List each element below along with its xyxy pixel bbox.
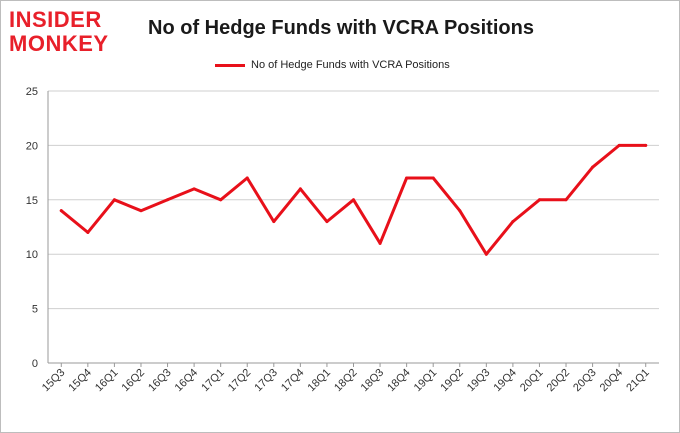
data-point <box>86 230 90 234</box>
y-tick-label: 10 <box>26 249 38 261</box>
x-tick-label: 17Q1 <box>199 367 227 395</box>
logo-bottom-text: MONKEY <box>9 31 109 56</box>
data-point <box>139 209 143 213</box>
data-point <box>245 176 249 180</box>
x-tick-label: 15Q3 <box>40 367 68 395</box>
x-tick-label: 18Q1 <box>306 367 334 395</box>
y-tick-label: 5 <box>32 304 38 316</box>
x-tick-label: 18Q3 <box>359 367 387 395</box>
data-point <box>537 198 541 202</box>
data-point <box>617 143 621 147</box>
x-tick-label: 18Q2 <box>332 367 360 395</box>
x-tick-label: 20Q1 <box>518 367 546 395</box>
x-tick-label: 19Q1 <box>412 367 440 395</box>
y-tick-label: 0 <box>32 358 38 370</box>
legend-swatch <box>215 63 245 67</box>
x-tick-label: 19Q3 <box>465 367 493 395</box>
x-tick-label: 19Q2 <box>438 367 466 395</box>
data-point <box>298 187 302 191</box>
legend: No of Hedge Funds with VCRA Positions <box>215 57 450 73</box>
x-tick-label: 16Q2 <box>120 367 148 395</box>
data-point <box>352 198 355 202</box>
data-point <box>59 209 63 213</box>
x-tick-label: 20Q3 <box>571 367 599 395</box>
data-point <box>644 143 648 147</box>
x-tick-label: 17Q3 <box>252 367 280 395</box>
x-tick-label: 17Q2 <box>226 367 254 395</box>
data-point <box>591 165 595 169</box>
data-point <box>192 187 196 191</box>
x-tick-label: 17Q4 <box>279 367 307 395</box>
data-point <box>112 198 116 202</box>
legend-label: No of Hedge Funds with VCRA Positions <box>251 59 450 71</box>
x-tick-label: 15Q4 <box>66 367 94 395</box>
data-point <box>564 198 568 202</box>
x-tick-label: 19Q4 <box>491 367 519 395</box>
x-tick-label: 20Q4 <box>598 367 626 395</box>
x-tick-label: 21Q1 <box>624 367 652 395</box>
data-point <box>431 176 435 180</box>
y-tick-label: 25 <box>26 86 38 98</box>
insider-monkey-logo: INSIDER MONKEY <box>9 7 129 57</box>
x-tick-label: 16Q3 <box>146 367 174 395</box>
data-point <box>219 198 223 202</box>
data-point <box>484 252 488 256</box>
data-point <box>405 176 409 180</box>
data-point <box>458 209 462 213</box>
y-tick-label: 20 <box>26 140 38 152</box>
x-tick-label: 20Q2 <box>545 367 573 395</box>
data-point <box>325 220 329 224</box>
chart-title: No of Hedge Funds with VCRA Positions <box>148 17 534 39</box>
x-tick-label: 16Q4 <box>173 367 201 395</box>
x-tick-label: 16Q1 <box>93 367 121 395</box>
data-point <box>272 220 276 224</box>
data-point <box>166 198 170 202</box>
data-point <box>511 220 515 224</box>
x-tick-label: 18Q4 <box>385 367 413 395</box>
data-point <box>378 241 382 245</box>
logo-top-text: INSIDER <box>9 7 102 32</box>
y-tick-label: 15 <box>26 195 38 207</box>
